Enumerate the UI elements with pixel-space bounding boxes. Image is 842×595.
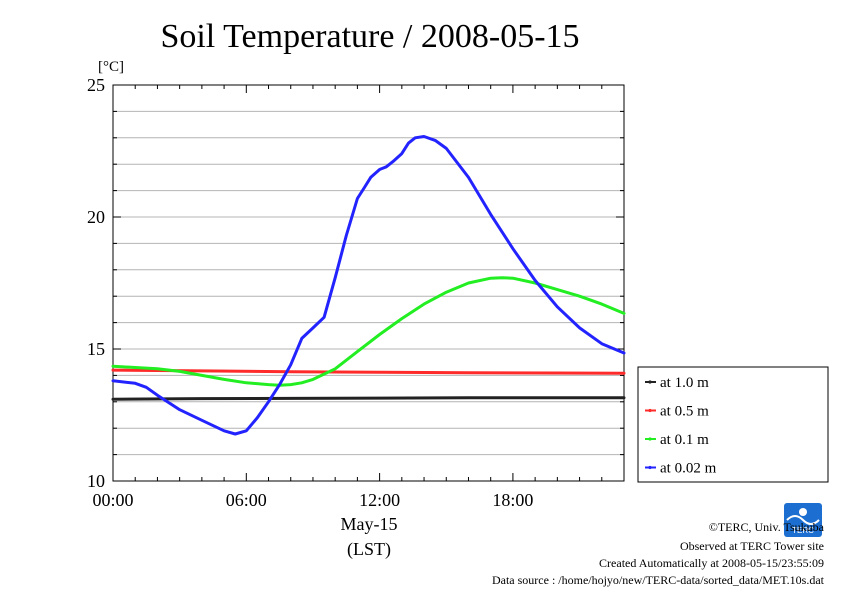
created-timestamp-text: Created Automatically at 2008-05-15/23:5…	[599, 556, 824, 570]
chart-title: Soil Temperature / 2008-05-15	[160, 18, 579, 55]
copyright-text: ©TERC, Univ. Tsukuba	[709, 520, 825, 534]
series-line	[111, 368, 626, 375]
y-tick-label: 20	[87, 207, 105, 227]
legend-swatch-dot	[648, 380, 652, 384]
x-tick-label: 06:00	[226, 490, 267, 510]
legend-swatch-dot	[648, 408, 652, 413]
data-source-text: Data source : /home/hojyo/new/TERC-data/…	[492, 573, 825, 587]
series-line	[111, 276, 626, 387]
legend-box	[637, 366, 829, 483]
terc-logo-wave	[786, 515, 820, 525]
y-tick-label: 15	[87, 339, 105, 359]
x-tick-label: 18:00	[492, 490, 533, 510]
terc-logo-text: TERC	[792, 526, 814, 535]
terc-logo: TERC	[784, 503, 822, 537]
series-line	[111, 135, 626, 436]
x-tick-label: 12:00	[359, 490, 400, 510]
observation-site-text: Observed at TERC Tower site	[680, 539, 824, 553]
x-axis-date-label: May-15	[341, 514, 398, 534]
legend-label: at 0.02 m	[660, 461, 717, 477]
y-tick-label: 25	[87, 75, 105, 95]
legend-swatch-dot	[648, 465, 652, 470]
x-tick-label: 00:00	[92, 490, 133, 510]
series-line	[111, 396, 626, 401]
x-axis-timezone-label: (LST)	[347, 539, 391, 560]
legend-swatch-dot	[648, 437, 652, 441]
y-tick-label: 10	[87, 471, 105, 491]
legend-label: at 0.5 m	[660, 404, 709, 420]
y-axis-unit-label: [°C]	[98, 59, 124, 75]
grid-lines	[113, 110, 624, 456]
legend-label: at 1.0 m	[660, 375, 709, 391]
plot-frame	[112, 84, 625, 482]
terc-logo-drop	[799, 508, 807, 516]
legend: at 1.0 m at 0.5 m at 0.1 m at 0.02 m	[637, 366, 829, 483]
series-lines	[111, 135, 626, 436]
axis-ticks: 00:00 06:00 12:00 18:00 10 15 20 25	[87, 75, 625, 510]
legend-label: at 0.1 m	[660, 432, 709, 448]
